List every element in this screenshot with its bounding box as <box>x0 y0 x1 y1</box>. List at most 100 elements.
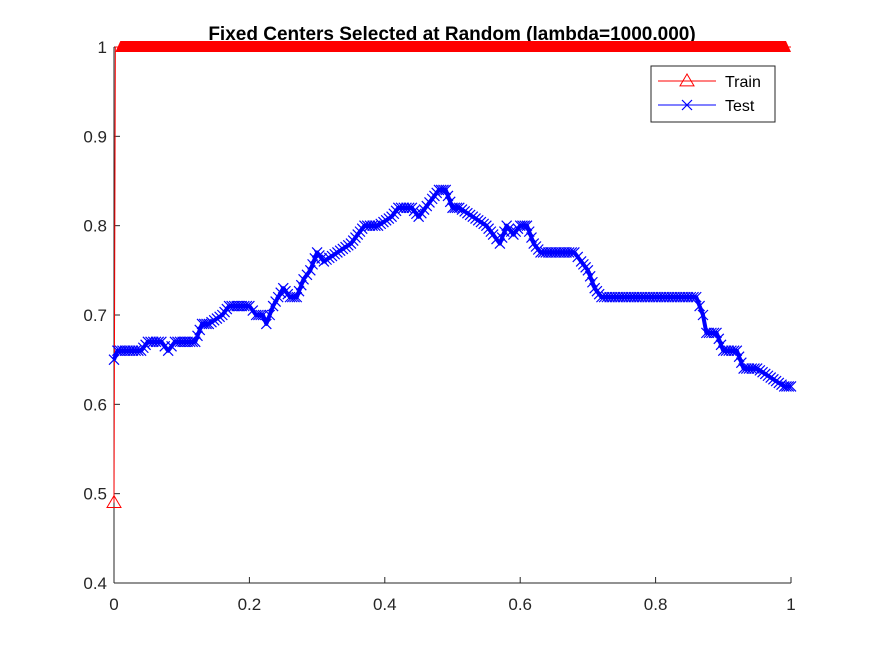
test-marker <box>685 291 697 303</box>
test-marker <box>291 291 303 303</box>
x-marker-stroke <box>647 291 659 303</box>
x-marker-stroke <box>179 336 191 348</box>
test-marker <box>765 372 777 383</box>
test-marker <box>715 339 727 351</box>
x-marker-stroke <box>767 373 779 385</box>
x-marker-stroke <box>467 211 479 223</box>
x-marker-stroke <box>757 366 768 378</box>
x-marker-stroke <box>679 291 691 303</box>
x-marker-stroke <box>464 209 476 221</box>
test-marker <box>623 291 634 303</box>
test-marker <box>231 300 243 312</box>
test-marker <box>192 330 203 342</box>
test-marker <box>145 336 156 348</box>
test-marker <box>331 247 343 258</box>
test-marker <box>208 314 220 326</box>
test-marker <box>700 327 712 339</box>
x-marker-stroke <box>451 202 463 214</box>
x-marker-stroke <box>378 216 389 228</box>
x-marker-stroke <box>340 241 351 253</box>
x-marker-stroke <box>247 305 259 316</box>
x-marker-stroke <box>438 184 449 196</box>
test-marker <box>617 291 629 303</box>
test-marker <box>241 300 253 312</box>
x-marker-stroke <box>326 250 338 262</box>
test-marker <box>731 345 743 357</box>
test-marker <box>364 220 376 232</box>
x-marker-stroke <box>688 291 699 303</box>
test-marker <box>189 336 201 348</box>
axes <box>113 47 791 584</box>
test-marker <box>398 202 410 214</box>
y-tick-label: 0.6 <box>83 395 107 414</box>
test-marker <box>663 291 675 303</box>
x-marker-stroke <box>596 291 607 303</box>
test-marker <box>289 291 300 303</box>
x-marker-stroke <box>540 247 552 258</box>
test-marker <box>340 241 351 253</box>
test-marker <box>625 291 637 303</box>
x-marker-stroke <box>298 273 309 285</box>
x-marker-stroke <box>582 264 594 276</box>
x-marker-stroke <box>526 232 537 244</box>
x-marker-stroke <box>639 291 651 303</box>
x-marker-stroke <box>677 291 689 303</box>
test-marker <box>674 291 686 303</box>
test-marker <box>119 345 131 357</box>
x-marker-stroke <box>781 381 792 392</box>
x-marker-stroke <box>475 216 487 228</box>
test-marker <box>697 309 709 321</box>
test-marker <box>304 264 316 276</box>
test-marker <box>773 377 785 389</box>
test-marker <box>720 345 732 357</box>
x-marker-stroke <box>153 336 165 348</box>
x-marker-stroke <box>380 214 392 226</box>
x-marker-stroke <box>754 364 766 376</box>
y-tick-label: 0.8 <box>83 217 107 236</box>
x-marker-stroke <box>783 381 795 392</box>
x-marker-stroke <box>566 247 578 258</box>
train-marker-band <box>115 41 791 52</box>
x-marker-stroke <box>403 202 415 214</box>
y-tick-label: 0.7 <box>83 306 107 325</box>
test-marker <box>459 205 471 217</box>
test-marker <box>767 373 779 385</box>
test-marker <box>586 276 598 288</box>
test-marker <box>723 345 735 357</box>
x-marker-stroke <box>674 291 686 303</box>
test-marker <box>182 336 194 348</box>
x-marker-stroke <box>189 336 201 348</box>
test-marker <box>713 333 725 345</box>
test-marker <box>540 247 552 258</box>
x-marker-stroke <box>563 247 575 258</box>
x-marker-stroke <box>609 291 621 303</box>
test-marker <box>783 381 795 392</box>
test-marker <box>440 184 452 196</box>
x-marker-stroke <box>671 291 683 303</box>
test-marker <box>568 247 580 258</box>
test-marker <box>743 363 755 375</box>
test-marker <box>298 273 309 285</box>
test-marker <box>464 209 476 221</box>
x-marker-stroke <box>289 291 300 303</box>
x-marker-stroke <box>690 291 702 303</box>
legend-item-train: Train <box>658 73 761 91</box>
test-marker <box>380 214 392 226</box>
x-marker-stroke <box>751 363 763 375</box>
x-marker-stroke <box>367 220 379 232</box>
x-marker-stroke <box>706 327 717 339</box>
x-marker-stroke <box>206 316 217 328</box>
test-marker <box>456 204 468 216</box>
test-series <box>108 184 797 392</box>
x-marker-stroke <box>470 213 481 224</box>
x-marker-stroke <box>472 214 484 226</box>
test-marker <box>226 300 238 312</box>
test-marker <box>606 291 618 303</box>
x-marker-stroke <box>238 300 250 312</box>
test-marker <box>655 291 667 303</box>
test-marker <box>751 363 763 375</box>
test-marker <box>757 366 768 378</box>
legend-box <box>650 65 776 123</box>
x-marker-stroke <box>130 345 142 357</box>
x-marker-stroke <box>359 220 370 232</box>
